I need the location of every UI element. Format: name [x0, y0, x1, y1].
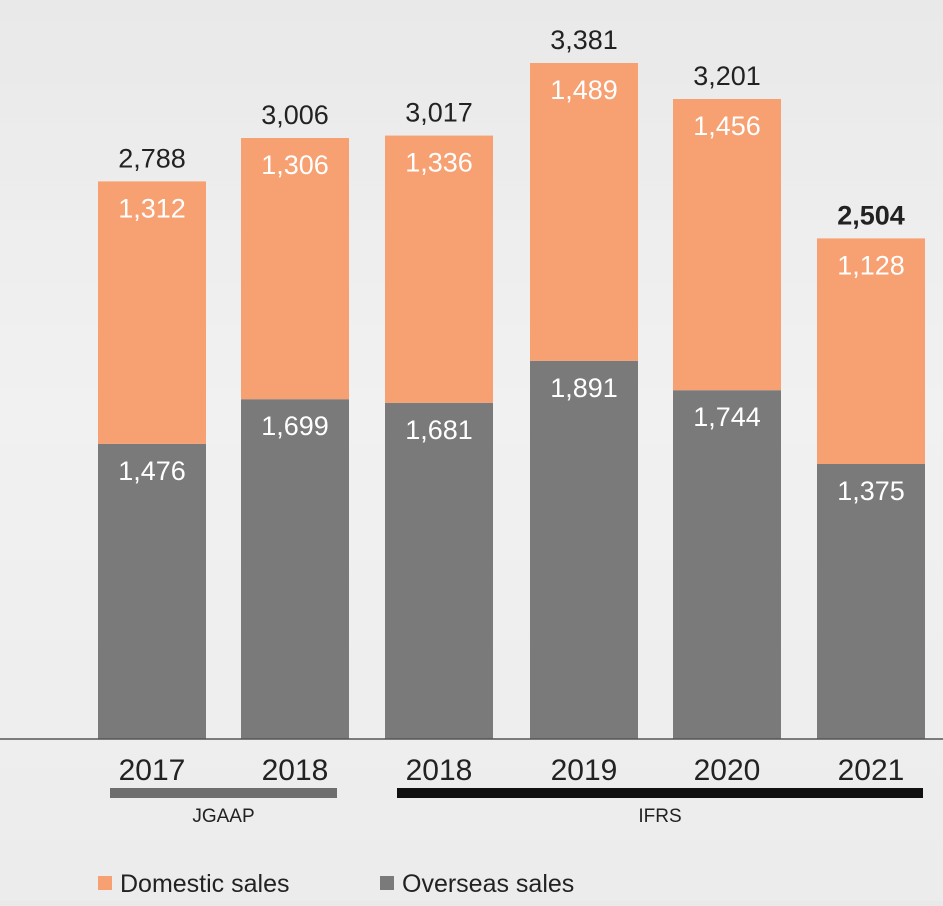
total-value-label: 3,006 [261, 100, 329, 130]
domestic-value-label: 1,306 [261, 150, 329, 180]
group-bar-jgaap [110, 788, 337, 798]
bar-segment-overseas [673, 390, 781, 739]
bar-segment-domestic [241, 138, 349, 400]
legend-swatch [98, 876, 112, 890]
bar-segment-domestic [673, 99, 781, 391]
bar-segment-overseas [530, 360, 638, 739]
x-tick-label: 2018 [406, 754, 473, 787]
overseas-value-label: 1,476 [118, 456, 186, 486]
x-tick-label: 2020 [694, 754, 761, 787]
total-value-label: 3,201 [693, 61, 761, 91]
legend-label: Domestic sales [120, 870, 290, 898]
overseas-value-label: 1,891 [550, 373, 618, 403]
x-tick-label: 2017 [119, 754, 186, 787]
overseas-value-label: 1,681 [405, 415, 473, 445]
total-value-label: 2,788 [118, 143, 186, 173]
x-tick-label: 2021 [838, 754, 905, 787]
group-bar-ifrs [397, 788, 923, 798]
labels-layer: 1,476 1,312 2,788 1,699 1,306 3,006 1,681 1,336… [118, 25, 905, 506]
domestic-value-label: 1,128 [837, 250, 905, 280]
total-value-label: 2,504 [837, 200, 905, 230]
domestic-value-label: 1,489 [550, 75, 618, 105]
overseas-value-label: 1,375 [837, 476, 905, 506]
bar-segment-overseas [817, 464, 925, 739]
x-tick-labels: 2017 2018 2018 2019 2020 2021 [119, 754, 905, 787]
bar-segment-overseas [385, 402, 493, 739]
bar-segment-domestic [817, 238, 925, 464]
bar-segment-overseas [98, 443, 206, 739]
domestic-value-label: 1,312 [118, 193, 186, 223]
total-value-label: 3,017 [405, 98, 473, 128]
domestic-value-label: 1,456 [693, 111, 761, 141]
legend-label: Overseas sales [402, 870, 574, 898]
total-value-label: 3,381 [550, 25, 618, 55]
domestic-value-label: 1,336 [405, 148, 473, 178]
accounting-standard-groups: JGAAP IFRS [110, 788, 923, 827]
legend-swatch [380, 876, 394, 890]
bar-segment-overseas [241, 399, 349, 739]
group-label-jgaap: JGAAP [192, 806, 254, 827]
overseas-value-label: 1,699 [261, 411, 329, 441]
group-label-ifrs: IFRS [638, 806, 681, 827]
bar-segment-domestic [98, 181, 206, 444]
x-tick-label: 2019 [551, 754, 618, 787]
bar-segment-domestic [385, 135, 493, 403]
overseas-value-label: 1,744 [693, 402, 761, 432]
legend: Domestic sales Overseas sales [98, 870, 574, 898]
bars-layer [98, 63, 925, 739]
bar-segment-domestic [530, 63, 638, 361]
x-tick-label: 2018 [262, 754, 329, 787]
